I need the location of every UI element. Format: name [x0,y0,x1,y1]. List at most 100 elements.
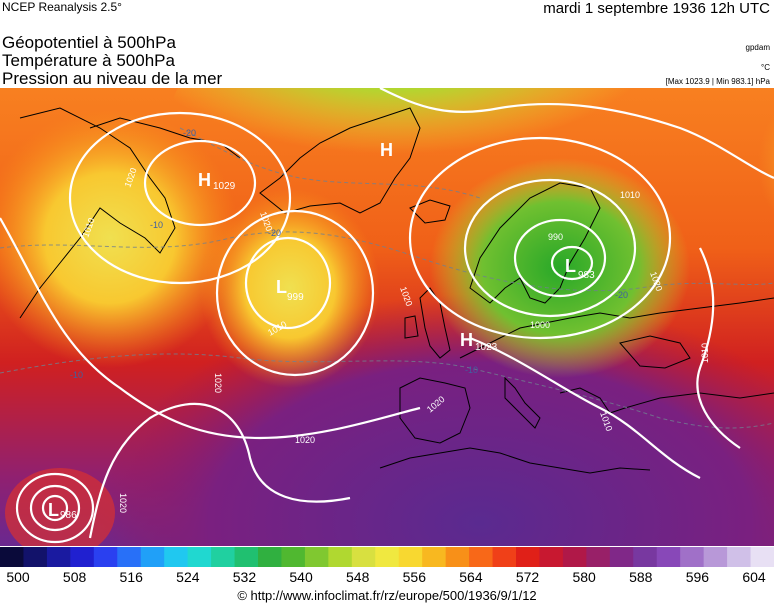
color-swatch [609,547,634,567]
low-center-1-value: 999 [287,292,304,303]
color-swatch [304,547,329,567]
high-center-2: H [380,140,393,160]
isobar-low-atlantic-1 [244,236,332,330]
color-scale-tick-label: 508 [62,569,87,585]
unit-temperature: °C [761,63,770,72]
field-atlantic-trough [200,188,380,388]
color-scale-tick-label: 572 [515,569,540,585]
color-scale-tick-label: 604 [742,569,766,585]
coastlines [19,107,774,474]
color-scale-tick-label: 524 [176,569,200,585]
temp-isoline-1 [0,231,774,292]
color-swatch [398,547,423,567]
color-swatch [164,547,189,567]
isobar-1010-east [696,247,741,449]
field-scandinavia-cold [430,158,690,378]
isobar-label: 1020 [295,435,315,445]
color-scale-tick-label: 516 [119,569,143,585]
color-swatch [586,547,611,567]
color-scale-tick-label: 588 [629,569,653,585]
isobar-label: 1010 [700,343,710,363]
coast-north-africa [379,447,651,474]
date-label: mardi 1 septembre 1936 12h UTC [543,0,770,17]
isobar-low-scandinavia-1 [550,245,594,281]
coast-scandinavia [469,182,601,304]
coast-labrador [19,107,176,319]
color-scale-tick-label: 532 [232,569,257,585]
color-scale-tick-label: 564 [459,569,483,585]
isobar-label: 1020 [213,373,223,393]
isobar-low-southwest-1 [41,494,69,522]
color-scale-tick-label: 540 [289,569,313,585]
low-center-3-value: 986 [60,510,77,521]
isobar-low-southwest-2 [29,484,81,532]
field-east-trough [650,98,774,318]
high-center-3-value: 1023 [475,342,498,353]
color-swatch [680,547,705,567]
color-scale-tick-label: 580 [572,569,596,585]
color-scale-tick-label: 556 [402,569,426,585]
color-swatch [93,547,118,567]
low-center-2-value: 983 [578,270,595,281]
color-swatch [234,547,259,567]
color-swatch [281,547,306,567]
isobar-label: 1010 [620,190,640,200]
isobar-low-scandinavia-2 [513,218,607,298]
color-swatch [0,547,24,567]
temperature-label: -20 [268,228,281,238]
color-swatch [539,547,564,567]
color-swatch [328,547,353,567]
isobars [0,88,774,544]
coast-europe [459,297,774,359]
color-scale-tick-label: 548 [346,569,370,585]
color-swatch [140,547,165,567]
isobar-1020-west [0,217,421,440]
color-swatch [492,547,517,567]
color-swatch [211,547,236,567]
color-swatch [445,547,470,567]
temperature-label: -10 [465,365,478,375]
color-swatch [23,547,48,567]
isobar-label: 990 [548,232,563,242]
isobar-1020-south [88,402,351,539]
color-swatch [351,547,376,567]
color-scale-bar [0,547,774,567]
color-swatch [750,547,774,567]
color-swatch [375,547,400,567]
field-northwest-trough [0,108,240,368]
isobar-high-northwest-2 [68,111,292,285]
color-swatch [258,547,282,567]
unit-geopotential: gpdam [745,43,770,52]
title-geopotential: Géopotentiel à 500hPa [2,33,176,52]
coast-greece-turkey [559,387,774,414]
color-swatch [422,547,447,567]
title-pressure: Pression au niveau de la mer [2,69,223,88]
title-temperature: Température à 500hPa [2,51,175,70]
color-scale-ticks: 500 508 516 524 532 540 548 556 564 572 580 588 596 6… [0,569,774,587]
pressure-max-min: [Max 1023.9 | Min 983.1] hPa [665,77,770,86]
color-swatch [562,547,587,567]
isobar-low-southwest-3 [15,472,95,544]
isobar-1020-north [379,88,774,180]
color-swatch [117,547,142,567]
isobar-label: 1000 [530,320,550,330]
coast-black-sea [619,335,691,369]
isobar-high-northwest-1 [143,139,257,227]
color-swatch [70,547,95,567]
low-center-2: L [565,256,576,276]
coast-british-isles [404,287,451,359]
coast-greenland [259,107,421,214]
isobar-label: 1020 [118,493,128,513]
data-source-label: NCEP Reanalysis 2.5° [2,0,122,14]
color-scale-tick-label: 500 [6,569,30,585]
temp-isoline-2 [0,353,774,429]
low-center-1: L [276,277,287,297]
high-center-1-value: 1029 [213,181,236,192]
color-swatch [703,547,728,567]
high-center-1: H [198,170,211,190]
isobar-low-atlantic-2 [215,209,375,377]
high-center-3: H [460,330,473,350]
color-swatch [187,547,212,567]
color-swatch [727,547,752,567]
isobar-1020-east [469,336,701,479]
